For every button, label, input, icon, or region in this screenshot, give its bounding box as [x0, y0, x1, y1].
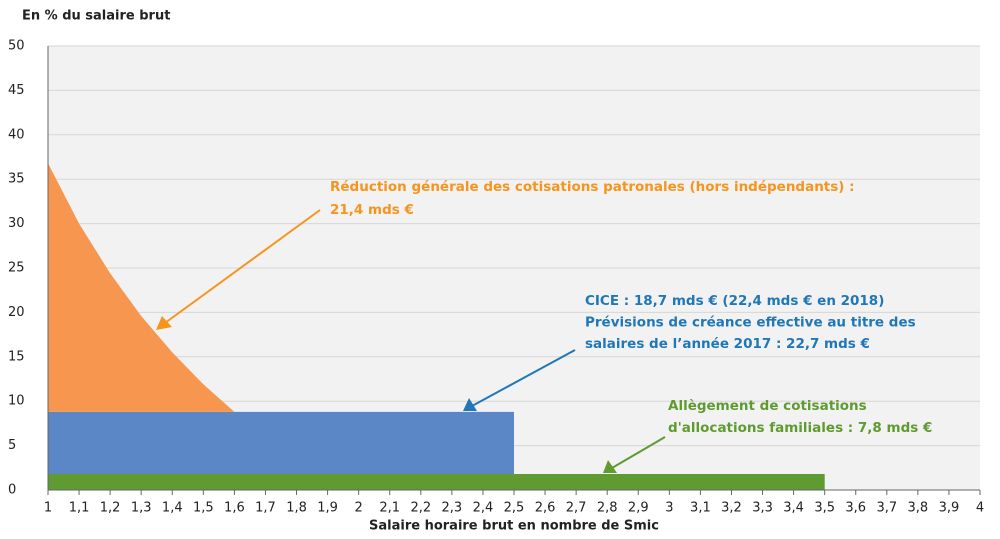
y-axis-title: En % du salaire brut	[22, 9, 170, 24]
x-tick-label: 3,3	[752, 501, 773, 516]
arrow	[603, 436, 666, 473]
y-tick-label: 5	[8, 438, 16, 453]
arrow	[463, 349, 576, 411]
x-tick-label: 3,2	[721, 501, 742, 516]
area	[48, 411, 514, 474]
annotation: d'allocations familiales : 7,8 mds €	[668, 420, 932, 436]
x-tick-label: 1,4	[162, 501, 183, 516]
x-tick-label: 2	[355, 501, 363, 516]
annotation: Prévisions de créance effective au titre…	[585, 315, 916, 331]
y-tick-label: 20	[8, 305, 25, 320]
y-tick-label: 50	[8, 39, 25, 54]
y-tick-label: 25	[8, 261, 25, 276]
x-tick-label: 1,9	[317, 501, 338, 516]
x-tick-label: 1,5	[193, 501, 214, 516]
y-tick-label: 0	[8, 483, 16, 498]
x-tick-label: 2,2	[410, 501, 431, 516]
x-tick-label: 3	[665, 501, 673, 516]
x-axis-title: Salaire horaire brut en nombre de Smic	[369, 519, 659, 534]
y-tick-label: 40	[8, 127, 25, 142]
x-tick-label: 3,7	[876, 501, 897, 516]
axes: 0 5 10 15 20 25 30 35 40 45 50 1 1,1 1,2 1,3 1,4 1,5 1,6 1…	[8, 39, 984, 516]
x-tick-label: 4	[976, 501, 984, 516]
annotation: salaires de l’année 2017 : 22,7 mds €	[585, 336, 870, 352]
annotation: Réduction générale des cotisations patro…	[330, 179, 855, 195]
x-tick-label: 2,8	[597, 501, 618, 516]
arrow	[156, 209, 321, 330]
x-tick-label: 3,4	[783, 501, 804, 516]
x-tick-label: 3,1	[690, 501, 711, 516]
x-tick-label: 2,5	[504, 501, 525, 516]
x-tick-label: 1,6	[224, 501, 245, 516]
x-tick-label: 1,7	[255, 501, 276, 516]
y-tick-label: 35	[8, 172, 25, 187]
area	[48, 163, 235, 412]
areas	[48, 163, 825, 490]
x-tick-label: 2,4	[473, 501, 494, 516]
annotations: Réduction générale des cotisations patro…	[156, 179, 932, 473]
y-tick-label: 15	[8, 349, 25, 364]
x-tick-label: 3,9	[939, 501, 960, 516]
x-tick-label: 1,1	[69, 501, 90, 516]
x-tick-label: 2,7	[566, 501, 587, 516]
y-tick-label: 45	[8, 83, 25, 98]
x-tick-label: 1,8	[286, 501, 307, 516]
annotation: Allègement de cotisations	[668, 398, 867, 414]
x-tick-label: 2,9	[628, 501, 649, 516]
annotation: 21,4 mds €	[330, 202, 414, 218]
annotation: CICE : 18,7 mds € (22,4 mds € en 2018)	[585, 293, 884, 309]
x-tick-label: 2,1	[379, 501, 400, 516]
x-tick-label: 3,8	[908, 501, 929, 516]
y-tick-label: 10	[8, 394, 25, 409]
area	[48, 474, 825, 490]
x-tick-label: 3,6	[845, 501, 866, 516]
x-tick-label: 1	[44, 501, 52, 516]
y-tick-label: 30	[8, 216, 25, 231]
x-tick-label: 2,6	[535, 501, 556, 516]
x-tick-label: 2,3	[442, 501, 463, 516]
x-tick-label: 1,3	[131, 501, 152, 516]
x-tick-label: 1,2	[100, 501, 121, 516]
x-tick-label: 3,5	[814, 501, 835, 516]
